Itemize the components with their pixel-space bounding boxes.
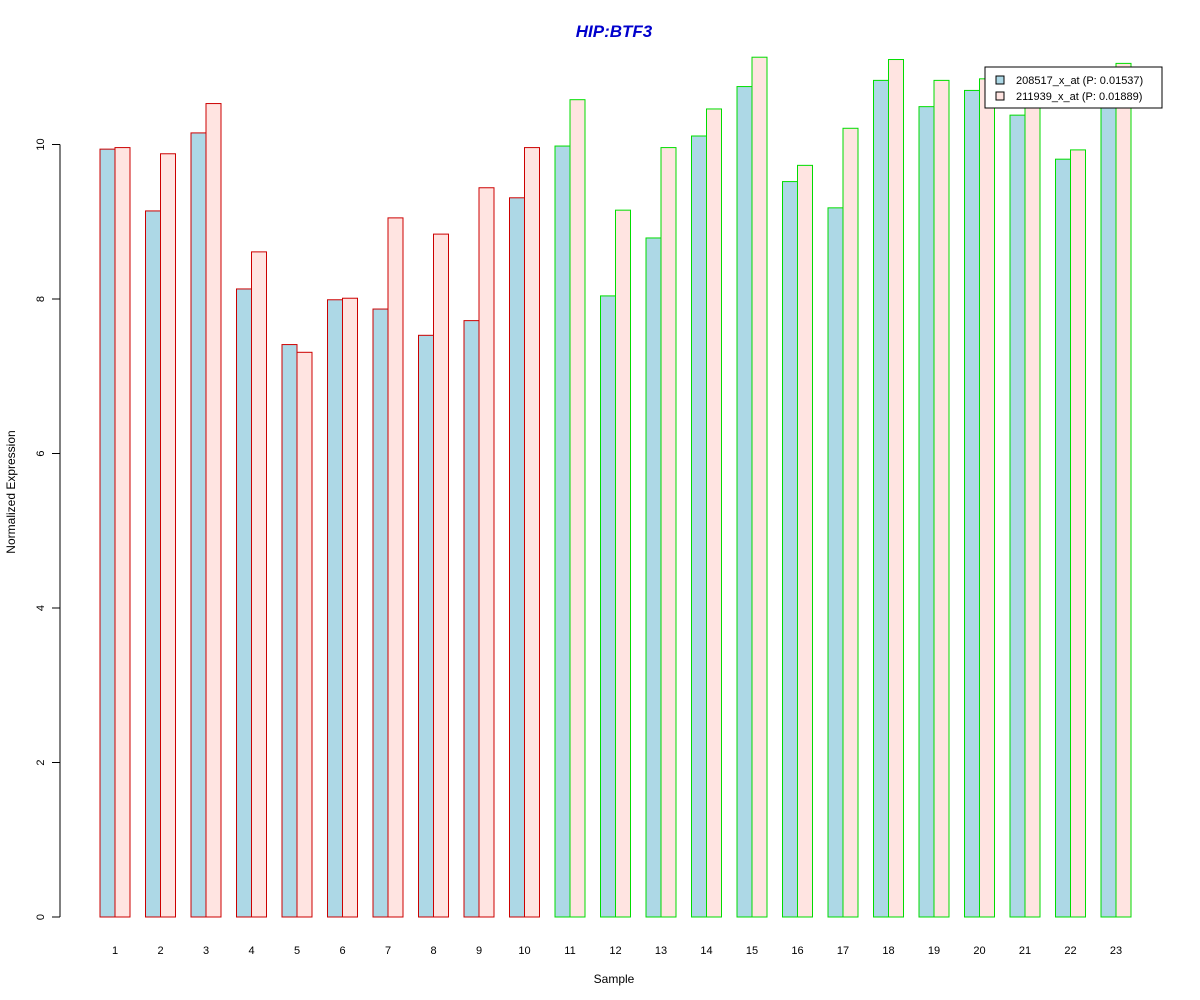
bar-3-series-1 <box>190 132 207 918</box>
bar-5-series-1 <box>281 344 298 918</box>
y-tick-label: 6 <box>35 450 47 456</box>
legend-label: 208517_x_at (P: 0.01537) <box>1016 75 1143 87</box>
x-tick-label: 20 <box>973 945 985 957</box>
x-tick-label: 10 <box>518 945 530 957</box>
y-tick-label: 4 <box>35 605 47 611</box>
x-tick-label: 7 <box>385 945 391 957</box>
bar-19-series-1 <box>918 106 935 918</box>
x-tick-label: 12 <box>609 945 621 957</box>
x-tick-label: 14 <box>700 945 712 957</box>
bar-10-series-2 <box>524 147 540 918</box>
bar-18-series-2 <box>888 59 904 918</box>
bar-12-series-2 <box>615 209 631 918</box>
bar-8-series-2 <box>433 233 449 918</box>
bar-18-series-1 <box>873 79 889 918</box>
bar-15-series-2 <box>751 56 768 918</box>
x-tick-label: 21 <box>1019 945 1031 957</box>
y-tick-label: 10 <box>35 138 47 150</box>
bar-4-series-2 <box>251 251 267 918</box>
bar-10-series-1 <box>509 197 525 918</box>
bar-8-series-1 <box>418 334 434 918</box>
x-tick-label: 19 <box>928 945 940 957</box>
y-tick-label: 2 <box>35 759 47 765</box>
legend-box <box>984 66 1163 109</box>
bar-2-series-1 <box>145 210 161 918</box>
bar-7-series-2 <box>387 217 404 918</box>
x-tick-label: 3 <box>203 945 209 957</box>
y-tick-label: 0 <box>35 914 47 920</box>
legend-swatch <box>995 75 1005 85</box>
x-tick-label: 5 <box>294 945 300 957</box>
bar-19-series-2 <box>933 79 950 918</box>
bar-22-series-2 <box>1070 149 1086 918</box>
bar-9-series-1 <box>463 320 480 918</box>
chart-title: HIP:BTF3 <box>576 22 653 41</box>
bar-21-series-1 <box>1009 114 1026 918</box>
x-tick-labels: 1 2 3 4 5 6 7 8 9 10 11 12 13 14 15 16 17 18 19 20 21 22 23 <box>112 945 1122 957</box>
bar-1-series-2 <box>114 147 131 918</box>
x-tick-label: 17 <box>837 945 849 957</box>
bar-13-series-1 <box>645 237 662 918</box>
x-tick-label: 22 <box>1064 945 1076 957</box>
bar-16-series-1 <box>782 181 798 918</box>
bar-21-series-2 <box>1024 105 1041 918</box>
legend: 208517_x_at (P: 0.01537) 211939_x_at (P: … <box>984 66 1163 109</box>
bar-11-series-2 <box>569 99 586 918</box>
bar-22-series-1 <box>1055 158 1071 918</box>
bar-6-series-2 <box>342 297 358 918</box>
bar-17-series-1 <box>827 207 844 918</box>
x-tick-label: 9 <box>476 945 482 957</box>
bar-9-series-2 <box>478 187 495 918</box>
x-tick-label: 4 <box>248 945 254 957</box>
legend-swatch <box>995 91 1005 101</box>
bar-2-series-2 <box>160 153 176 918</box>
x-tick-label: 2 <box>157 945 163 957</box>
bars-group <box>99 56 1132 918</box>
x-tick-label: 13 <box>655 945 667 957</box>
y-tick-label: 8 <box>35 296 47 302</box>
y-axis-title: Normalized Expression <box>4 430 18 553</box>
bar-11-series-1 <box>554 145 571 918</box>
x-tick-label: 6 <box>339 945 345 957</box>
bar-20-series-2 <box>979 78 995 918</box>
bar-16-series-2 <box>797 164 813 918</box>
bar-3-series-2 <box>205 103 222 918</box>
bar-14-series-1 <box>691 135 707 918</box>
bar-4-series-1 <box>236 288 252 918</box>
x-tick-label: 11 <box>564 945 575 957</box>
bar-20-series-1 <box>964 89 980 918</box>
x-tick-label: 16 <box>791 945 803 957</box>
x-tick-label: 18 <box>882 945 894 957</box>
x-tick-label: 23 <box>1110 945 1122 957</box>
x-tick-label: 15 <box>746 945 758 957</box>
y-axis: 0 2 4 6 8 10 <box>35 138 61 920</box>
bar-1-series-1 <box>99 148 116 918</box>
bar-5-series-2 <box>296 351 313 918</box>
bar-13-series-2 <box>660 147 677 918</box>
x-tick-label: 8 <box>430 945 436 957</box>
bar-6-series-1 <box>327 299 343 918</box>
bar-7-series-1 <box>372 308 389 918</box>
legend-label: 211939_x_at (P: 0.01889) <box>1016 91 1142 103</box>
bar-23-series-1 <box>1100 105 1117 918</box>
bar-12-series-1 <box>600 295 616 918</box>
bar-17-series-2 <box>842 127 859 918</box>
bar-14-series-2 <box>706 108 722 918</box>
x-axis-title: Sample <box>594 972 635 986</box>
bar-23-series-2 <box>1115 62 1132 918</box>
x-tick-label: 1 <box>112 945 118 957</box>
bar-15-series-1 <box>736 86 753 918</box>
